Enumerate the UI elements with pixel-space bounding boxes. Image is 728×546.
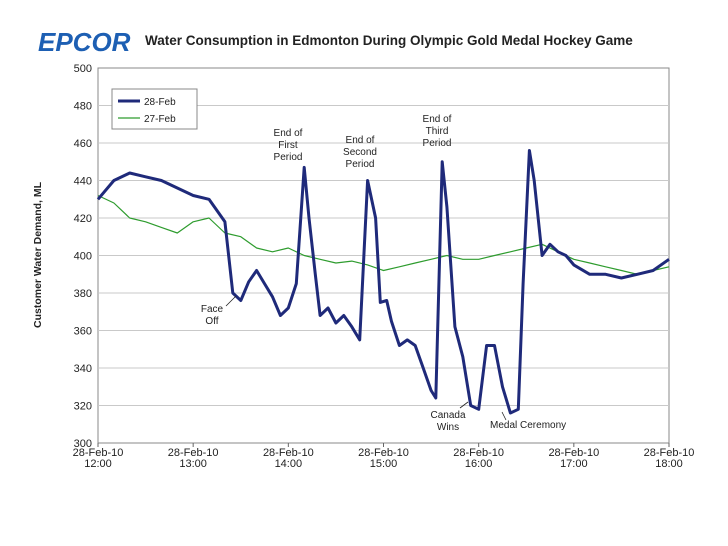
annotation-medal-ceremony: Medal Ceremony — [490, 411, 566, 431]
svg-text:First: First — [278, 140, 298, 151]
series-27feb-line — [97, 194, 670, 275]
x-tick-label: 28-Feb-10 — [453, 447, 504, 459]
y-tick-label: 380 — [74, 288, 92, 300]
svg-text:Second: Second — [343, 147, 377, 158]
legend-label-28feb: 28-Feb — [144, 97, 176, 108]
y-tick-label: 500 — [74, 63, 92, 75]
svg-text:Canada: Canada — [430, 410, 465, 421]
y-tick-label: 300 — [74, 438, 92, 450]
chart-title: Water Consumption in Edmonton During Oly… — [145, 33, 633, 48]
x-tick-label: 15:00 — [370, 458, 398, 470]
x-tick-label: 28-Feb-10 — [263, 447, 314, 459]
epcor-logo: EPCOR — [38, 27, 131, 57]
y-tick-label: 440 — [74, 176, 92, 188]
x-tick-label: 14:00 — [275, 458, 303, 470]
svg-text:Period: Period — [423, 138, 452, 149]
svg-text:Wins: Wins — [437, 422, 459, 433]
y-tick-label: 480 — [74, 101, 92, 113]
svg-text:Medal Ceremony: Medal Ceremony — [490, 420, 566, 431]
svg-text:Period: Period — [274, 152, 303, 163]
x-tick-label: 16:00 — [465, 458, 493, 470]
x-tick-label: 17:00 — [560, 458, 588, 470]
svg-text:Off: Off — [205, 316, 218, 327]
x-tick-label: 18:00 — [655, 458, 683, 470]
y-tick-label: 340 — [74, 363, 92, 375]
svg-text:End of: End of — [274, 128, 303, 139]
y-tick-label: 420 — [74, 213, 92, 225]
x-tick-label: 12:00 — [84, 458, 112, 470]
y-tick-label: 400 — [74, 251, 92, 263]
series-28feb-line — [96, 149, 670, 415]
x-tick-label: 28-Feb-10 — [548, 447, 599, 459]
legend-label-27feb: 27-Feb — [144, 114, 176, 125]
y-tick-label: 320 — [74, 401, 92, 413]
svg-text:End of: End of — [423, 114, 452, 125]
svg-text:Face: Face — [201, 304, 224, 315]
x-tick-label: 28-Feb-10 — [73, 447, 124, 459]
legend: 28-Feb 27-Feb — [111, 88, 198, 130]
y-tick-label: 360 — [74, 326, 92, 338]
svg-text:End of: End of — [346, 135, 375, 146]
svg-text:Third: Third — [426, 126, 449, 137]
svg-text:Period: Period — [346, 159, 375, 170]
x-tick-label: 13:00 — [179, 458, 207, 470]
y-axis-label: Customer Water Demand, ML — [32, 181, 44, 328]
x-tick-label: 28-Feb-10 — [168, 447, 219, 459]
x-tick-label: 28-Feb-10 — [358, 447, 409, 459]
x-tick-label: 28-Feb-10 — [644, 447, 695, 459]
y-tick-label: 460 — [74, 138, 92, 150]
